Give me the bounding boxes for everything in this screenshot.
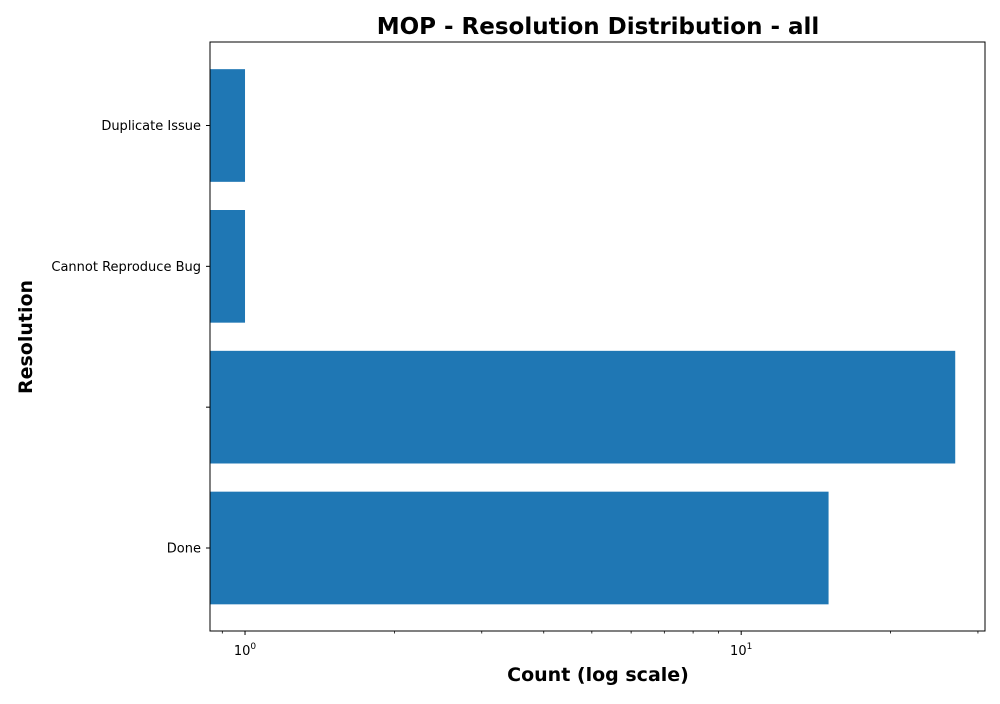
bar-3 (210, 491, 829, 605)
y-tick-label-1: Cannot Reproduce Bug (51, 260, 201, 275)
ticks-layer: Duplicate Issue Cannot Reproduce Bug Done 1… (51, 119, 979, 659)
plot-frame (209, 41, 986, 632)
x-tick-label-1: 101 (730, 642, 752, 659)
y-tick-label-0: Duplicate Issue (101, 119, 201, 134)
x-axis-label: Count (log scale) (507, 664, 689, 686)
y-tick-label-3: Done (167, 542, 201, 557)
bar-2 (210, 350, 956, 464)
bar-1 (210, 210, 246, 323)
bar-0 (210, 69, 246, 182)
chart-title: MOP - Resolution Distribution - all (377, 14, 820, 40)
bars-layer (210, 69, 956, 605)
x-tick-label-0: 100 (234, 642, 257, 659)
y-axis-label: Resolution (15, 280, 37, 394)
